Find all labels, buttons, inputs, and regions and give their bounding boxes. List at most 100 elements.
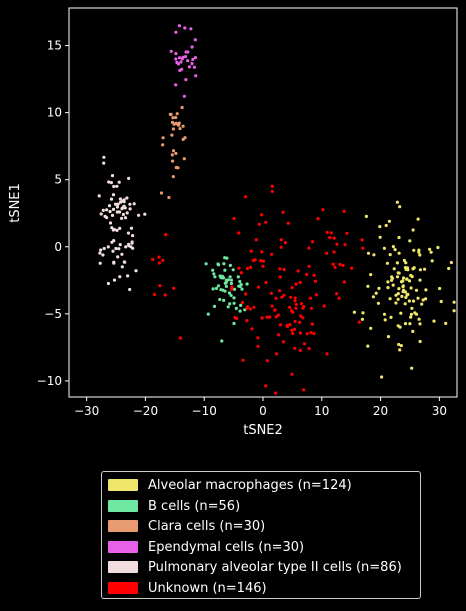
data-point (391, 283, 395, 287)
data-point (338, 262, 342, 267)
data-point (180, 67, 184, 71)
data-point (333, 265, 337, 269)
data-point (182, 157, 186, 161)
data-point (120, 207, 124, 211)
data-point (224, 284, 228, 288)
data-point (270, 184, 274, 188)
data-point (421, 298, 425, 302)
y-tick-label: 15 (47, 39, 62, 53)
data-point (406, 268, 410, 272)
data-point (158, 284, 162, 288)
data-point (265, 315, 269, 319)
data-point (310, 322, 315, 326)
data-point (218, 274, 222, 278)
data-point (190, 45, 194, 49)
data-point (398, 205, 402, 209)
data-point (240, 287, 244, 291)
data-point (388, 253, 392, 257)
data-point (174, 151, 178, 155)
data-point (232, 216, 236, 221)
data-point (389, 315, 393, 319)
data-point (228, 302, 232, 306)
data-point (110, 213, 115, 217)
data-point (126, 231, 130, 235)
data-point (222, 298, 226, 302)
data-point (380, 375, 384, 379)
data-point (113, 202, 118, 206)
data-point (112, 261, 116, 265)
data-point (397, 287, 401, 291)
data-point (101, 208, 105, 212)
data-point (174, 52, 178, 56)
data-point (312, 273, 316, 277)
data-point (412, 248, 416, 252)
data-point (299, 314, 303, 318)
data-point (102, 246, 106, 251)
data-point (329, 231, 333, 235)
data-point (395, 200, 399, 204)
data-point (232, 301, 236, 305)
data-point (112, 227, 116, 232)
data-point (223, 256, 227, 260)
data-point (98, 261, 102, 265)
data-point (449, 260, 453, 265)
data-point (294, 302, 298, 306)
data-point (332, 250, 336, 254)
data-point (216, 284, 221, 288)
data-point (399, 311, 403, 315)
data-point (283, 241, 288, 245)
data-point (131, 234, 135, 238)
data-point (137, 213, 141, 217)
data-point (290, 328, 294, 332)
data-point (386, 280, 390, 284)
data-point (130, 241, 134, 245)
data-point (98, 251, 102, 255)
data-point (270, 252, 274, 256)
data-point (180, 105, 184, 110)
data-point (234, 306, 238, 310)
data-point (193, 56, 198, 60)
data-point (384, 223, 388, 228)
data-point (211, 287, 215, 291)
data-points (97, 24, 456, 395)
data-point (350, 266, 354, 270)
data-point (232, 287, 237, 291)
legend-item-ependymal-cells: Ependymal cells (n=30) (108, 538, 304, 556)
data-point (115, 228, 119, 232)
data-point (447, 266, 451, 271)
data-point (264, 384, 268, 388)
data-point (403, 266, 407, 270)
data-point (118, 226, 122, 230)
legend-label: Pulmonary alveolar type II cells (n=86) (148, 559, 402, 575)
data-point (361, 246, 365, 250)
data-point (187, 65, 191, 69)
x-axis-label: tSNE2 (243, 423, 283, 438)
data-point (396, 297, 400, 301)
y-tick-label: 5 (54, 173, 62, 187)
data-point (143, 212, 147, 216)
legend-label: Ependymal cells (n=30) (148, 539, 305, 555)
data-point (279, 238, 283, 242)
legend-item-unknown: Unknown (n=146) (108, 579, 267, 597)
data-point (280, 295, 284, 299)
data-point (102, 161, 106, 165)
data-point (112, 239, 116, 243)
data-point (175, 112, 179, 116)
data-point (171, 159, 175, 163)
data-point (386, 335, 391, 339)
data-point (325, 251, 329, 255)
data-point (424, 288, 428, 292)
data-point (391, 245, 395, 249)
data-point (182, 94, 186, 98)
data-point (105, 208, 109, 212)
data-point (398, 348, 402, 352)
data-point (171, 175, 175, 179)
data-point (171, 127, 175, 131)
data-point (216, 263, 221, 267)
data-point (256, 344, 260, 348)
data-point (240, 301, 245, 305)
data-point (212, 272, 216, 276)
data-point (177, 24, 181, 28)
data-point (408, 239, 412, 243)
data-point (285, 325, 289, 329)
